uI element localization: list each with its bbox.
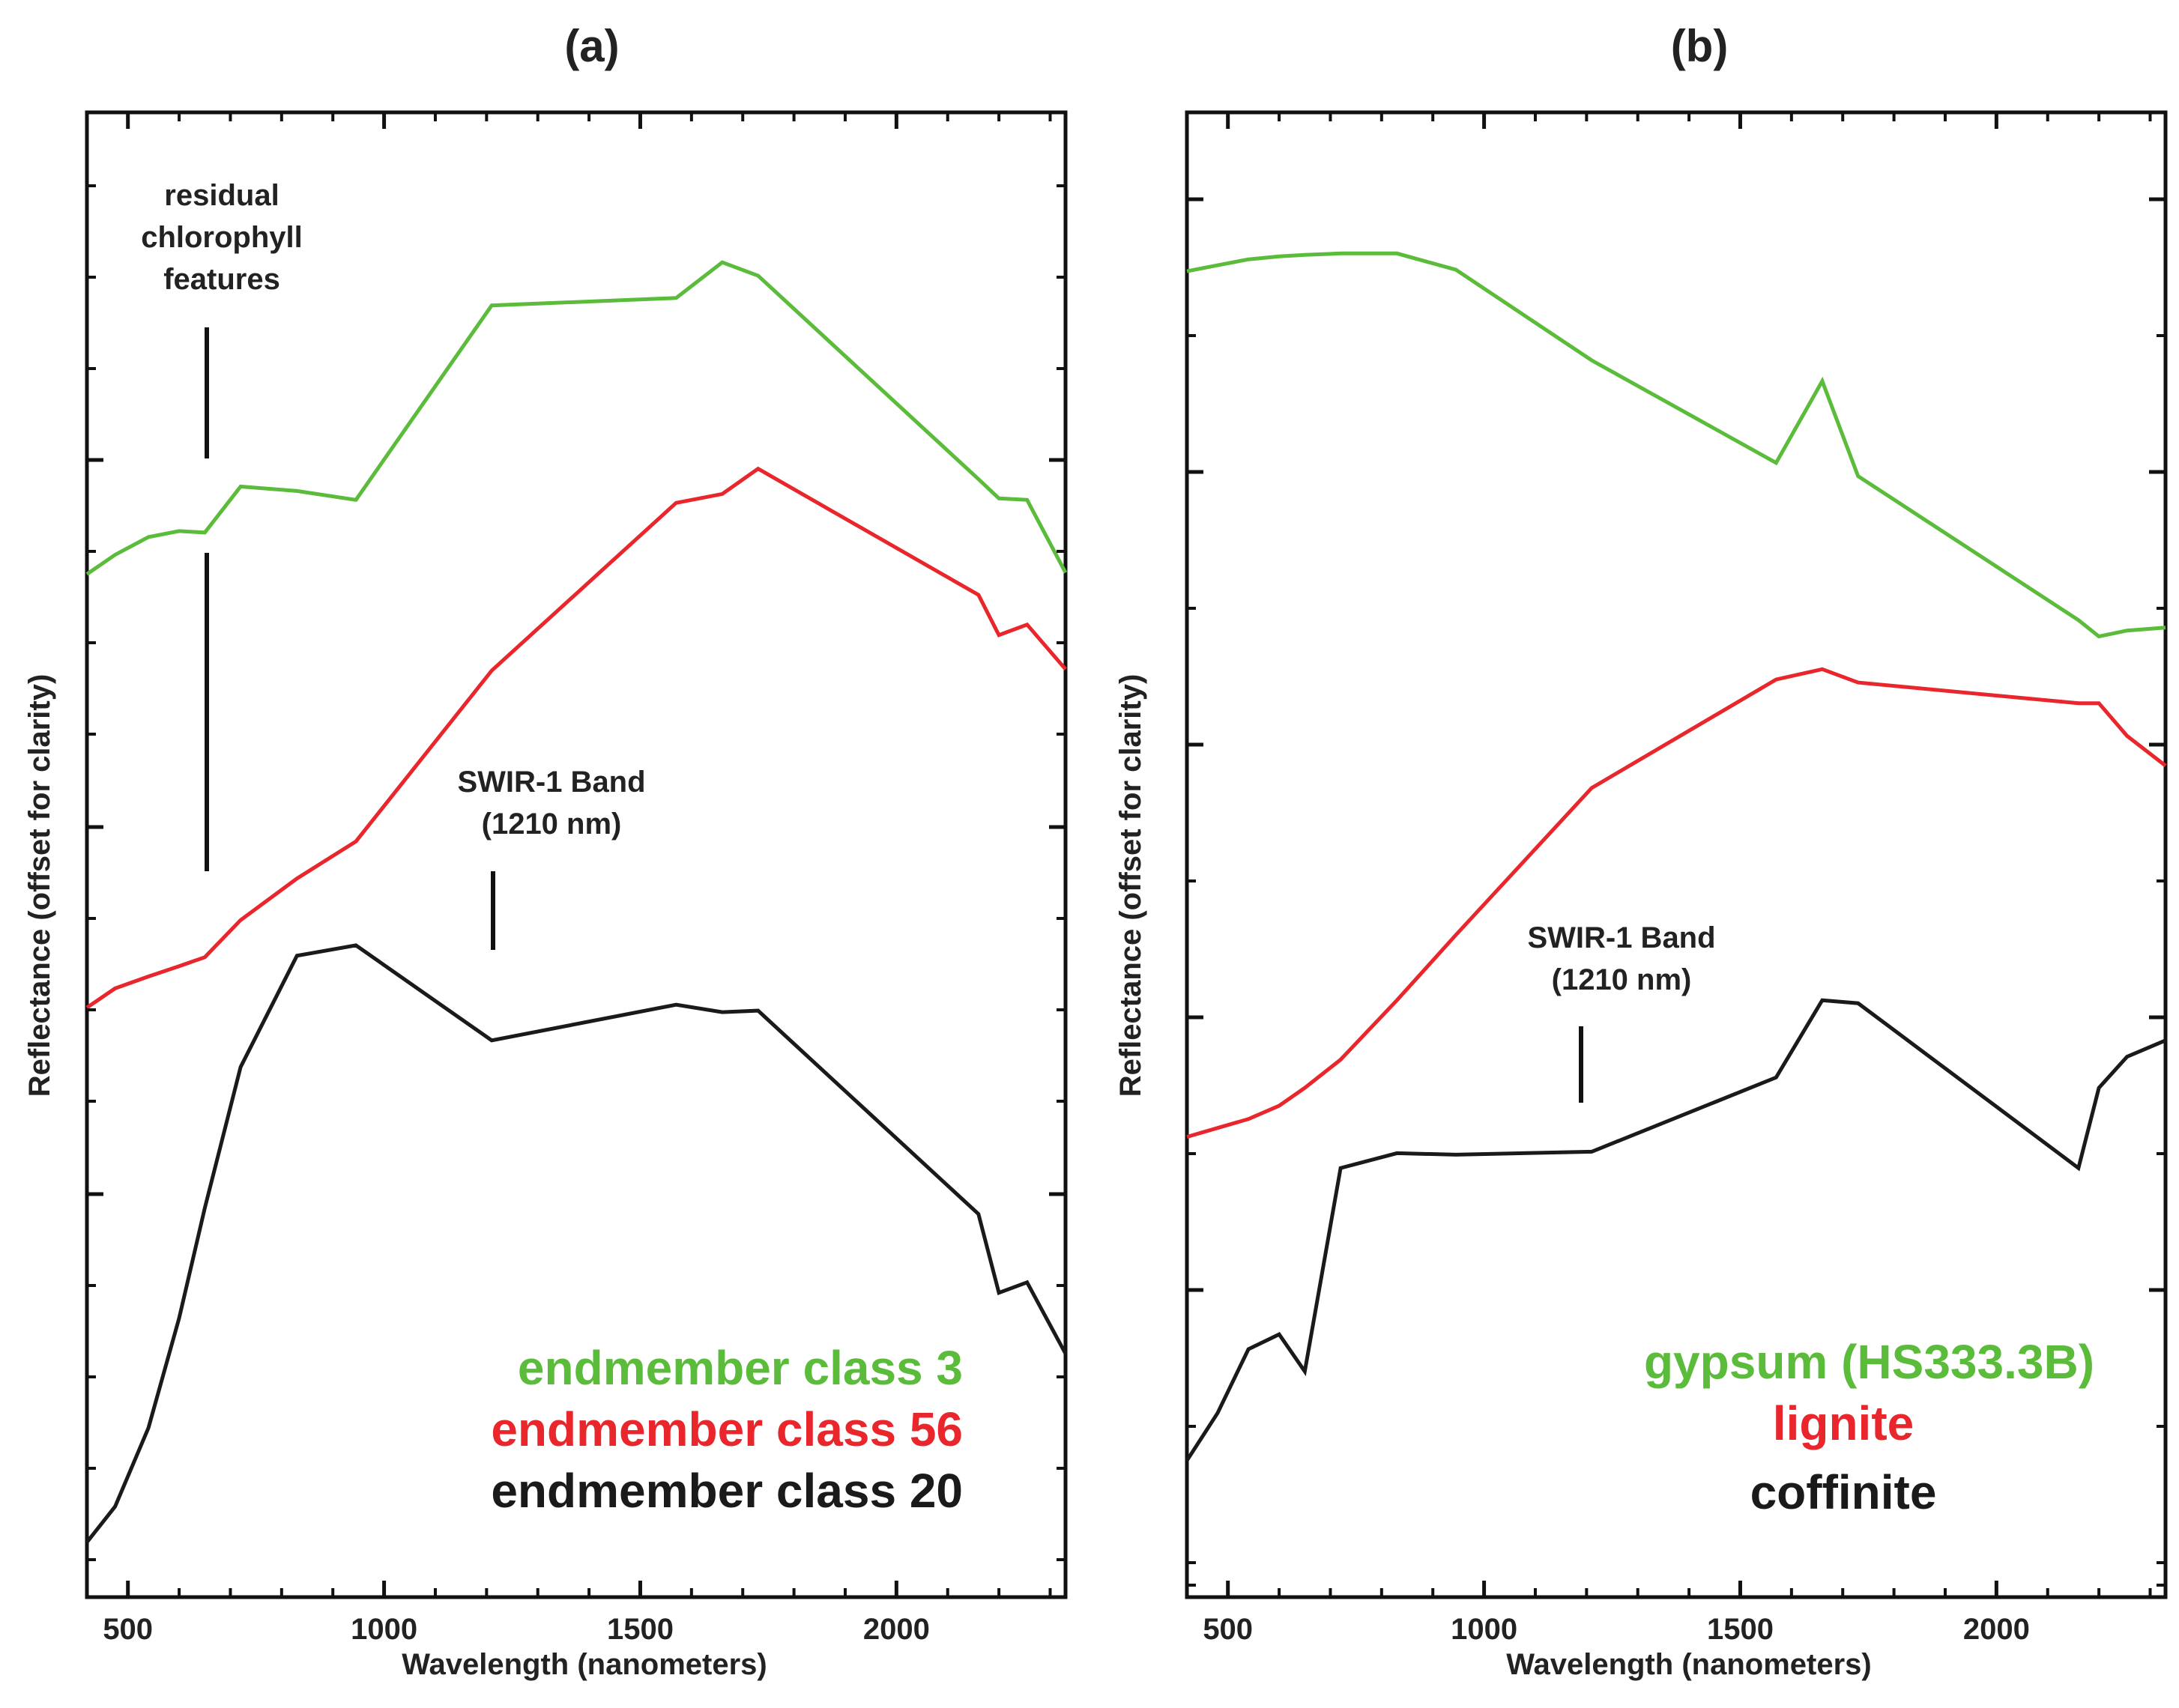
panel-b-legend-entry-coffinite: coffinite	[1750, 1465, 1937, 1519]
panel-a-annotation-swir: SWIR-1 Band (1210 nm)	[457, 766, 646, 950]
panel-b-legend: gypsum (HS333.3B) lignite coffinite	[1644, 1335, 2094, 1519]
panel-b-series-line-1	[1186, 251, 2166, 639]
panel-b-plot-area	[1185, 110, 2168, 1599]
panel-a-title: (a)	[564, 21, 619, 71]
panel-b-legend-entry-gypsum: gypsum (HS333.3B)	[1644, 1335, 2094, 1389]
panel-b-legend-entry-lignite: lignite	[1773, 1396, 1914, 1450]
panel-b-x-tick-label: 1500	[1707, 1613, 1774, 1646]
panel-b-series-line-2	[1186, 667, 2167, 1139]
panel-b-annotation-swir: SWIR-1 Band (1210 nm)	[1527, 921, 1716, 1103]
panel-a-x-axis-label: Wavelength (nanometers)	[402, 1648, 767, 1681]
panel-a-legend-entry-class-3: endmember class 3	[518, 1341, 963, 1395]
panel-a-annotation-swir-line1: SWIR-1 Band	[457, 766, 645, 799]
panel-a-x-tick-label: 1500	[607, 1613, 674, 1646]
panel-b-x-tick-label: 500	[1203, 1613, 1253, 1646]
panel-b-series-line-3	[1185, 998, 2166, 1462]
panel-b: (b) Reflectance (offset for clarity) Wav…	[1114, 21, 2168, 1681]
panel-a-series-line-1	[85, 260, 1068, 576]
panel-a-annotation-chlorophyll-line2: chlorophyll	[141, 221, 303, 254]
panel-a-annotation-chlorophyll: residual chlorophyll features	[141, 179, 303, 871]
panel-a-x-tick-label: 2000	[863, 1613, 930, 1646]
panel-b-annotation-swir-line1: SWIR-1 Band	[1527, 921, 1715, 954]
panel-a-annotation-swir-line2: (1210 nm)	[482, 808, 622, 841]
panel-a-plot-frame	[85, 110, 1068, 1599]
panel-a-series-line-3	[85, 943, 1068, 1544]
panel-b-y-axis-label: Reflectance (offset for clarity)	[1114, 674, 1147, 1097]
panel-b-annotation-swir-line2: (1210 nm)	[1552, 963, 1692, 996]
panel-b-title: (b)	[1671, 21, 1729, 71]
panel-a-series-line-2	[85, 466, 1067, 1010]
panel-a-plot-area	[85, 110, 1068, 1599]
panel-b-x-tick-label: 1000	[1451, 1613, 1517, 1646]
panel-a-legend-entry-class-20: endmember class 20	[491, 1464, 963, 1518]
panel-a: (a) Reflectance (offset for clarity) Wav…	[23, 21, 1068, 1681]
panel-a-legend-entry-class-56: endmember class 56	[491, 1402, 963, 1456]
panel-a-legend: endmember class 3 endmember class 56 end…	[491, 1341, 963, 1518]
panel-a-annotation-chlorophyll-line1: residual	[164, 179, 279, 212]
panel-a-x-tick-label: 500	[103, 1613, 153, 1646]
panel-b-x-tick-label: 2000	[1963, 1613, 2030, 1646]
panel-a-y-axis-label: Reflectance (offset for clarity)	[23, 674, 56, 1097]
panel-b-plot-frame	[1185, 110, 2168, 1599]
panel-b-x-axis-label: Wavelength (nanometers)	[1506, 1648, 1871, 1681]
panel-a-annotation-chlorophyll-line3: features	[163, 263, 280, 296]
panel-a-x-tick-label: 1000	[351, 1613, 417, 1646]
